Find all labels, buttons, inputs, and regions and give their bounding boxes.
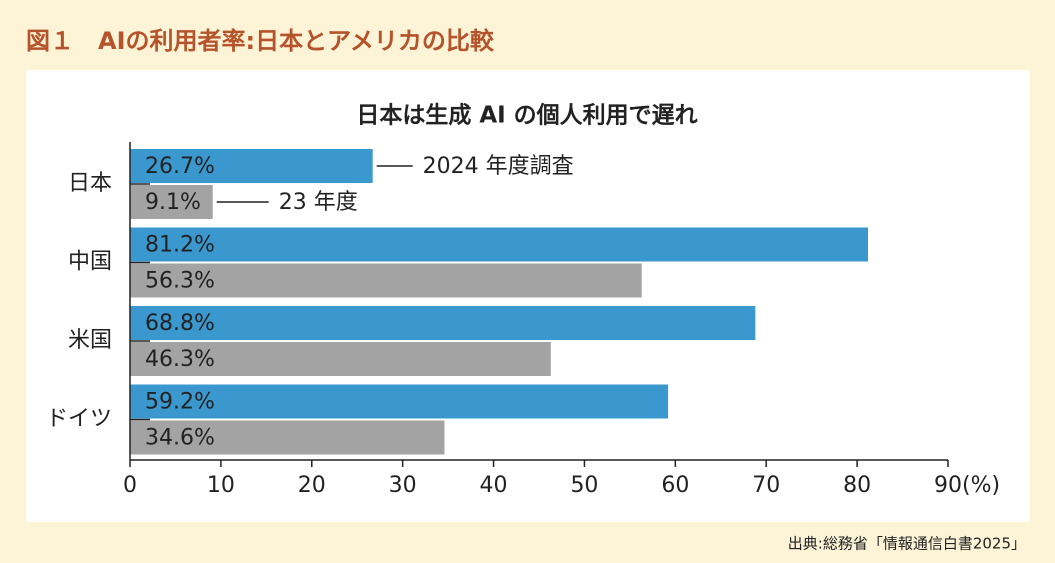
value-label: 46.3% [145,347,215,372]
y-tick-label: 中国 [68,250,112,275]
x-tick-label: 0 [123,473,137,498]
legend-label: 2024 年度調査 [423,154,574,179]
x-tick-label: 70 [752,473,780,498]
value-label: 26.7% [145,154,215,179]
x-tick-label: 30 [389,473,417,498]
y-tick-label: 米国 [68,328,112,353]
value-label: 34.6% [145,426,215,451]
x-tick-label: 80 [843,473,871,498]
bar [130,185,213,219]
value-label: 59.2% [145,390,215,415]
y-tick-label: 日本 [68,171,112,196]
bar [130,420,445,455]
bar [130,342,551,376]
bar [130,227,869,262]
x-tick-label: 50 [570,473,598,498]
bar [130,384,669,419]
x-tick-label: 90(%) [934,473,1000,498]
legend-label: 23 年度 [279,190,358,215]
chart-title: 日本は生成 AI の個人利用で遅れ [356,103,697,129]
x-tick-label: 60 [661,473,689,498]
x-tick-label: 10 [207,473,235,498]
x-tick-label: 20 [298,473,326,498]
header: 図１ AIの利用者率:日本とアメリカの比較 [26,27,495,55]
value-label: 81.2% [145,233,215,258]
bar [130,263,642,298]
source: 出典:総務省「情報通信白書2025」 [788,535,1026,553]
bar [130,149,373,183]
y-tick-label: ドイツ [46,407,112,432]
bar [130,306,756,340]
value-label: 9.1% [145,190,201,215]
value-label: 56.3% [145,269,215,294]
value-label: 68.8% [145,311,215,336]
x-tick-label: 40 [480,473,508,498]
